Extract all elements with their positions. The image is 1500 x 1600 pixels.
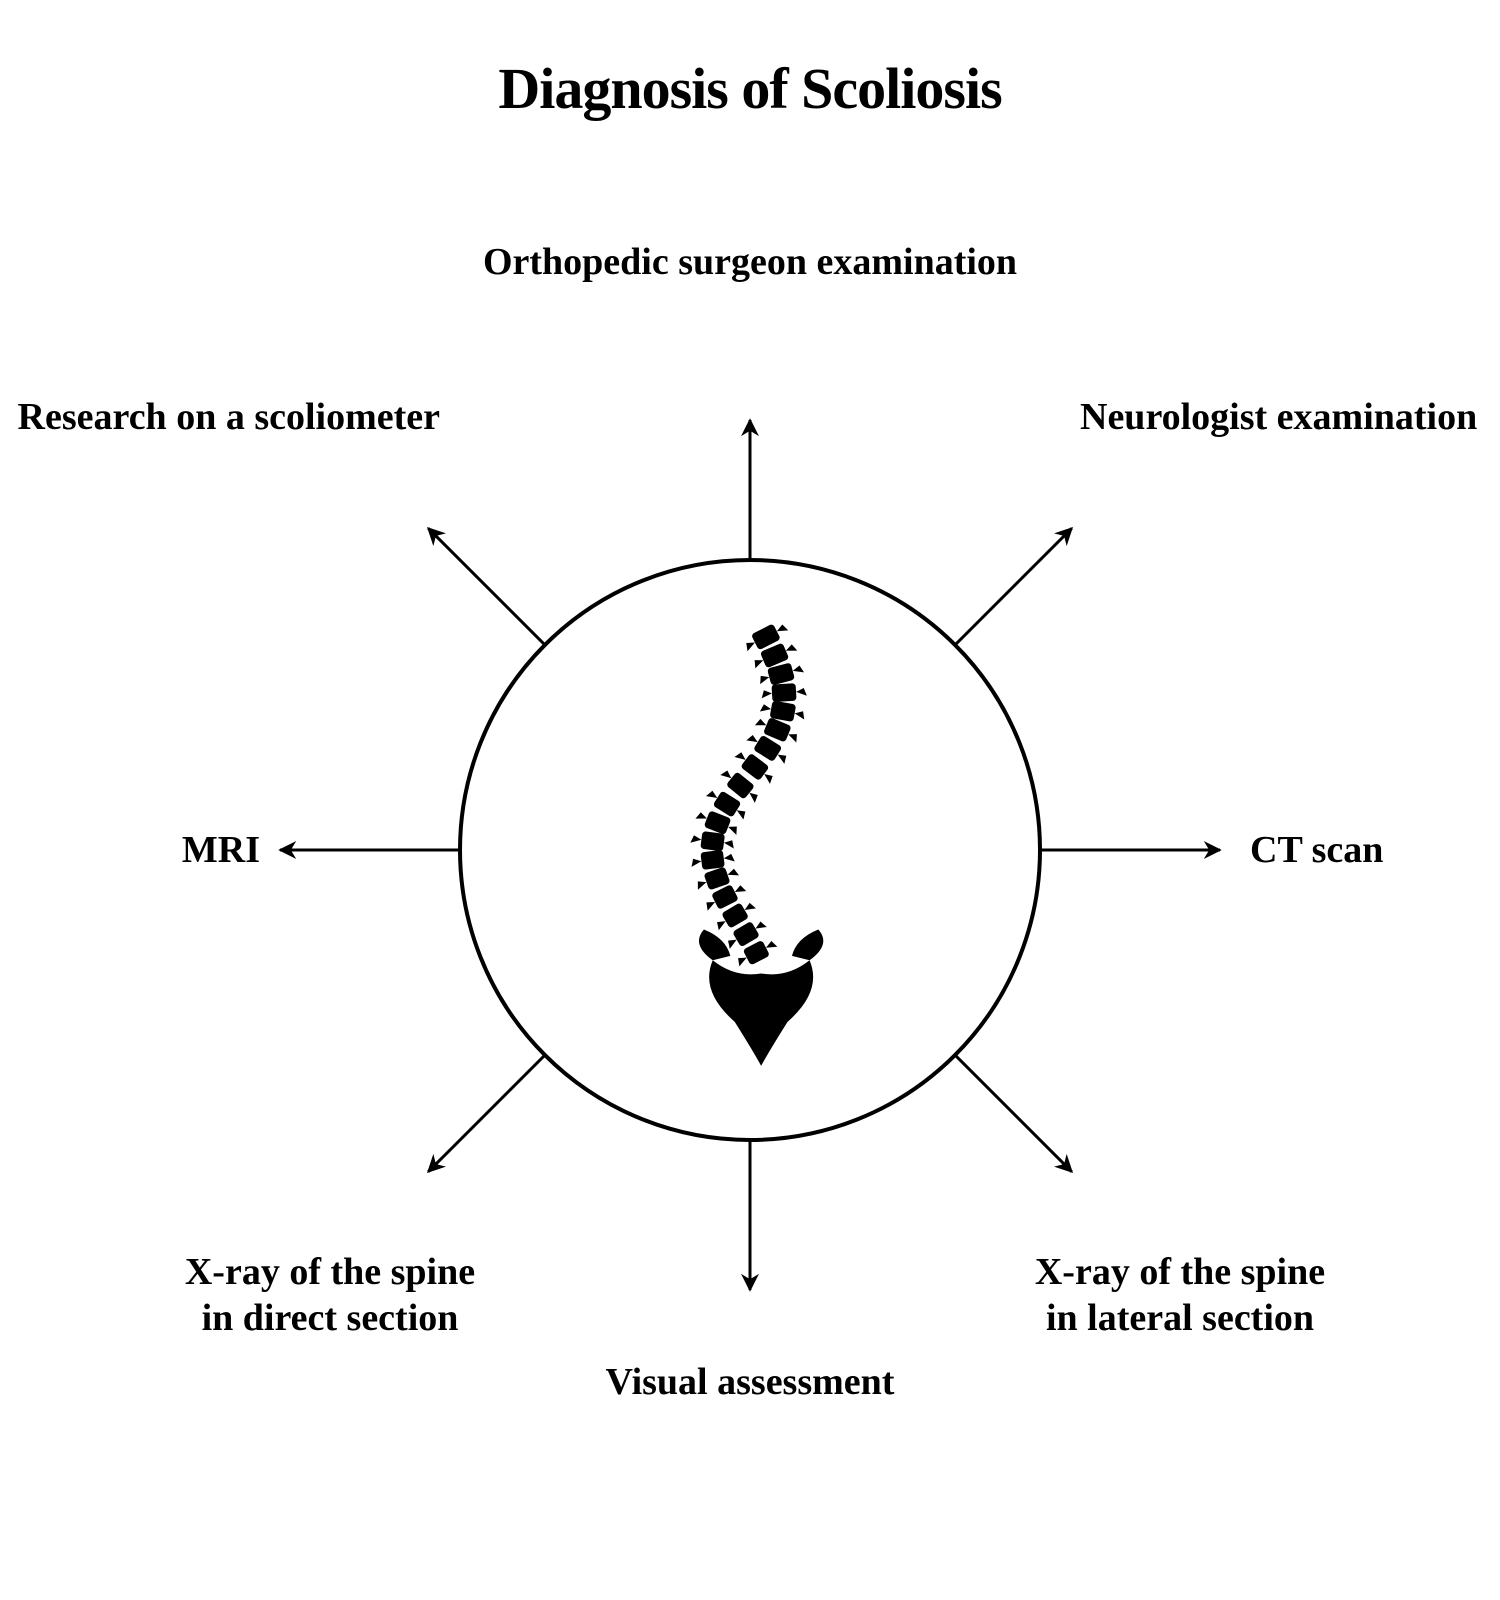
diagram-label: X-ray of the spine in lateral section (900, 1250, 1460, 1341)
diagram-label: Neurologist examination (1080, 395, 1477, 441)
page-title: Diagnosis of Scoliosis (0, 55, 1500, 122)
diagram-label: Visual assessment (350, 1360, 1150, 1406)
diagram-label: Orthopedic surgeon examination (350, 240, 1150, 286)
diagram-label: X-ray of the spine in direct section (50, 1250, 610, 1341)
radial-diagram: Orthopedic surgeon examination Neurologis… (0, 180, 1500, 1500)
diagram-label: Research on a scoliometer (18, 395, 440, 441)
diagram-label: MRI (182, 828, 260, 874)
diagram-label: CT scan (1250, 828, 1383, 874)
